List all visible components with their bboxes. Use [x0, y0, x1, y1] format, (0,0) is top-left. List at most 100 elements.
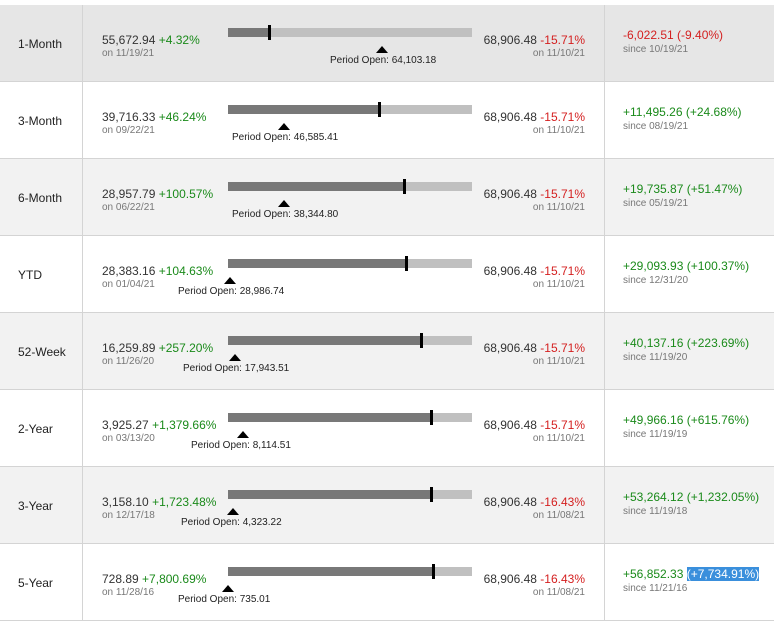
current-price-marker: [420, 333, 423, 348]
period-low: 28,383.16 +104.63%: [102, 264, 213, 278]
low-value: 3,158.10: [102, 495, 149, 509]
period-label: 1-Month: [18, 37, 63, 51]
period-label: 52-Week: [18, 345, 66, 359]
column-divider: [82, 467, 83, 543]
period-high: 68,906.48 -16.43%: [484, 572, 585, 586]
column-divider: [604, 159, 605, 235]
low-date: on 12/17/18: [102, 510, 155, 521]
change-value: +19,735.87 (+51.47%): [623, 182, 743, 196]
column-divider: [604, 390, 605, 466]
since-date: since 11/21/16: [623, 583, 688, 594]
low-percent: +104.63%: [158, 264, 214, 278]
table-row: 5-Year 728.89 +7,800.69% on 11/28/16 Per…: [0, 544, 774, 621]
period-change: +53,264.12 (+1,232.05%): [623, 490, 759, 504]
since-date: since 10/19/21: [623, 44, 689, 55]
low-date: on 11/26/20: [102, 356, 155, 367]
high-percent: -16.43%: [540, 572, 585, 586]
period-low: 39,716.33 +46.24%: [102, 110, 206, 124]
column-divider: [82, 82, 83, 158]
high-value: 68,906.48: [483, 110, 537, 124]
low-value: 28,383.16: [102, 264, 156, 278]
column-divider: [604, 5, 605, 81]
period-open-triangle-icon: [278, 200, 290, 207]
period-high: 68,906.48 -15.71%: [484, 33, 585, 47]
period-change: +29,093.93 (+100.37%): [623, 259, 749, 273]
column-divider: [82, 236, 83, 312]
high-value: 68,906.48: [483, 418, 537, 432]
period-high: 68,906.48 -15.71%: [484, 110, 585, 124]
period-change: +11,495.26 (+24.68%): [623, 105, 742, 119]
low-date: on 11/28/16: [102, 587, 155, 598]
period-open-label: Period Open: 735.01: [178, 594, 271, 605]
high-date: on 11/10/21: [532, 48, 585, 59]
high-value: 68,906.48: [483, 495, 537, 509]
low-date: on 11/19/21: [102, 48, 155, 59]
period-change: +19,735.87 (+51.47%): [623, 182, 742, 196]
current-price-marker: [405, 256, 408, 271]
column-divider: [82, 313, 83, 389]
period-high: 68,906.48 -15.71%: [484, 264, 585, 278]
period-low: 55,672.94 +4.32%: [102, 33, 200, 47]
period-label: YTD: [18, 268, 42, 282]
high-value: 68,906.48: [483, 187, 537, 201]
current-price-marker: [430, 410, 433, 425]
table-row: 52-Week 16,259.89 +257.20% on 11/26/20 P…: [0, 313, 774, 390]
high-date: on 11/10/21: [532, 279, 585, 290]
period-open-triangle-icon: [278, 123, 290, 130]
range-bar-fill: [228, 336, 421, 345]
range-bar: [228, 256, 472, 271]
since-date: since 05/19/21: [623, 198, 689, 209]
high-value: 68,906.48: [483, 341, 537, 355]
change-value: +40,137.16 (+223.69%): [623, 336, 750, 350]
period-change: -6,022.51 (-9.40%): [623, 28, 723, 42]
period-low: 3,158.10 +1,723.48%: [102, 495, 216, 509]
low-value: 28,957.79: [102, 187, 156, 201]
low-date: on 03/13/20: [102, 433, 155, 444]
column-divider: [82, 5, 83, 81]
low-percent: +1,723.48%: [152, 495, 217, 509]
range-bar-fill: [228, 105, 379, 114]
low-date: on 09/22/21: [102, 125, 155, 136]
period-change: +56,852.33 (+7,734.91%): [623, 567, 760, 581]
period-open-triangle-icon: [224, 277, 236, 284]
range-bar-fill: [228, 259, 406, 268]
high-percent: -15.71%: [540, 264, 585, 278]
high-percent: -15.71%: [540, 33, 585, 47]
change-percent-selected[interactable]: (+7,734.91%): [686, 567, 760, 581]
range-bar: [228, 333, 472, 348]
range-bar-fill: [228, 28, 269, 37]
period-open-label: Period Open: 8,114.51: [191, 440, 291, 451]
period-label: 3-Month: [18, 114, 63, 128]
current-price-marker: [378, 102, 381, 117]
period-open-label: Period Open: 38,344.80: [232, 209, 339, 220]
range-bar-fill: [228, 490, 431, 499]
period-low: 3,925.27 +1,379.66%: [102, 418, 216, 432]
period-open-label: Period Open: 64,103.18: [330, 55, 437, 66]
period-change: +40,137.16 (+223.69%): [623, 336, 749, 350]
since-date: since 11/19/20: [623, 352, 688, 363]
column-divider: [82, 159, 83, 235]
high-percent: -16.43%: [540, 495, 585, 509]
low-percent: +4.32%: [158, 33, 200, 47]
current-price-marker: [432, 564, 435, 579]
low-date: on 01/04/21: [102, 279, 155, 290]
table-row: 3-Year 3,158.10 +1,723.48% on 12/17/18 P…: [0, 467, 774, 544]
period-high: 68,906.48 -15.71%: [484, 418, 585, 432]
column-divider: [604, 467, 605, 543]
column-divider: [604, 236, 605, 312]
low-percent: +46.24%: [158, 110, 207, 124]
period-label: 2-Year: [18, 422, 53, 436]
range-bar: [228, 25, 472, 40]
change-value: +53,264.12 (+1,232.05%): [623, 490, 760, 504]
high-date: on 11/10/21: [532, 202, 585, 213]
period-low: 16,259.89 +257.20%: [102, 341, 213, 355]
period-open-triangle-icon: [237, 431, 249, 438]
high-percent: -15.71%: [540, 110, 585, 124]
since-date: since 11/19/19: [623, 429, 688, 440]
period-label: 5-Year: [18, 576, 53, 590]
column-divider: [604, 82, 605, 158]
since-date: since 08/19/21: [623, 121, 689, 132]
high-value: 68,906.48: [483, 572, 537, 586]
range-bar-fill: [228, 413, 431, 422]
change-value: +49,966.16 (+615.76%): [623, 413, 750, 427]
